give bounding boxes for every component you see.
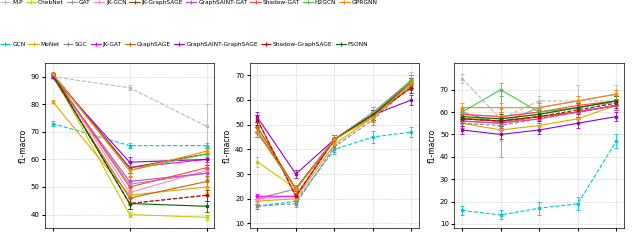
Y-axis label: f1-macro: f1-macro [19,129,28,163]
Y-axis label: f1-macro: f1-macro [428,129,437,163]
Legend: GCN, MoNet, SGC, JK-GAT, GraphSAGE, GraphSAINT-GraphSAGE, Shadow-GraphSAGE, FSON: GCN, MoNet, SGC, JK-GAT, GraphSAGE, Grap… [0,41,369,47]
Y-axis label: f1-macro: f1-macro [223,129,232,163]
